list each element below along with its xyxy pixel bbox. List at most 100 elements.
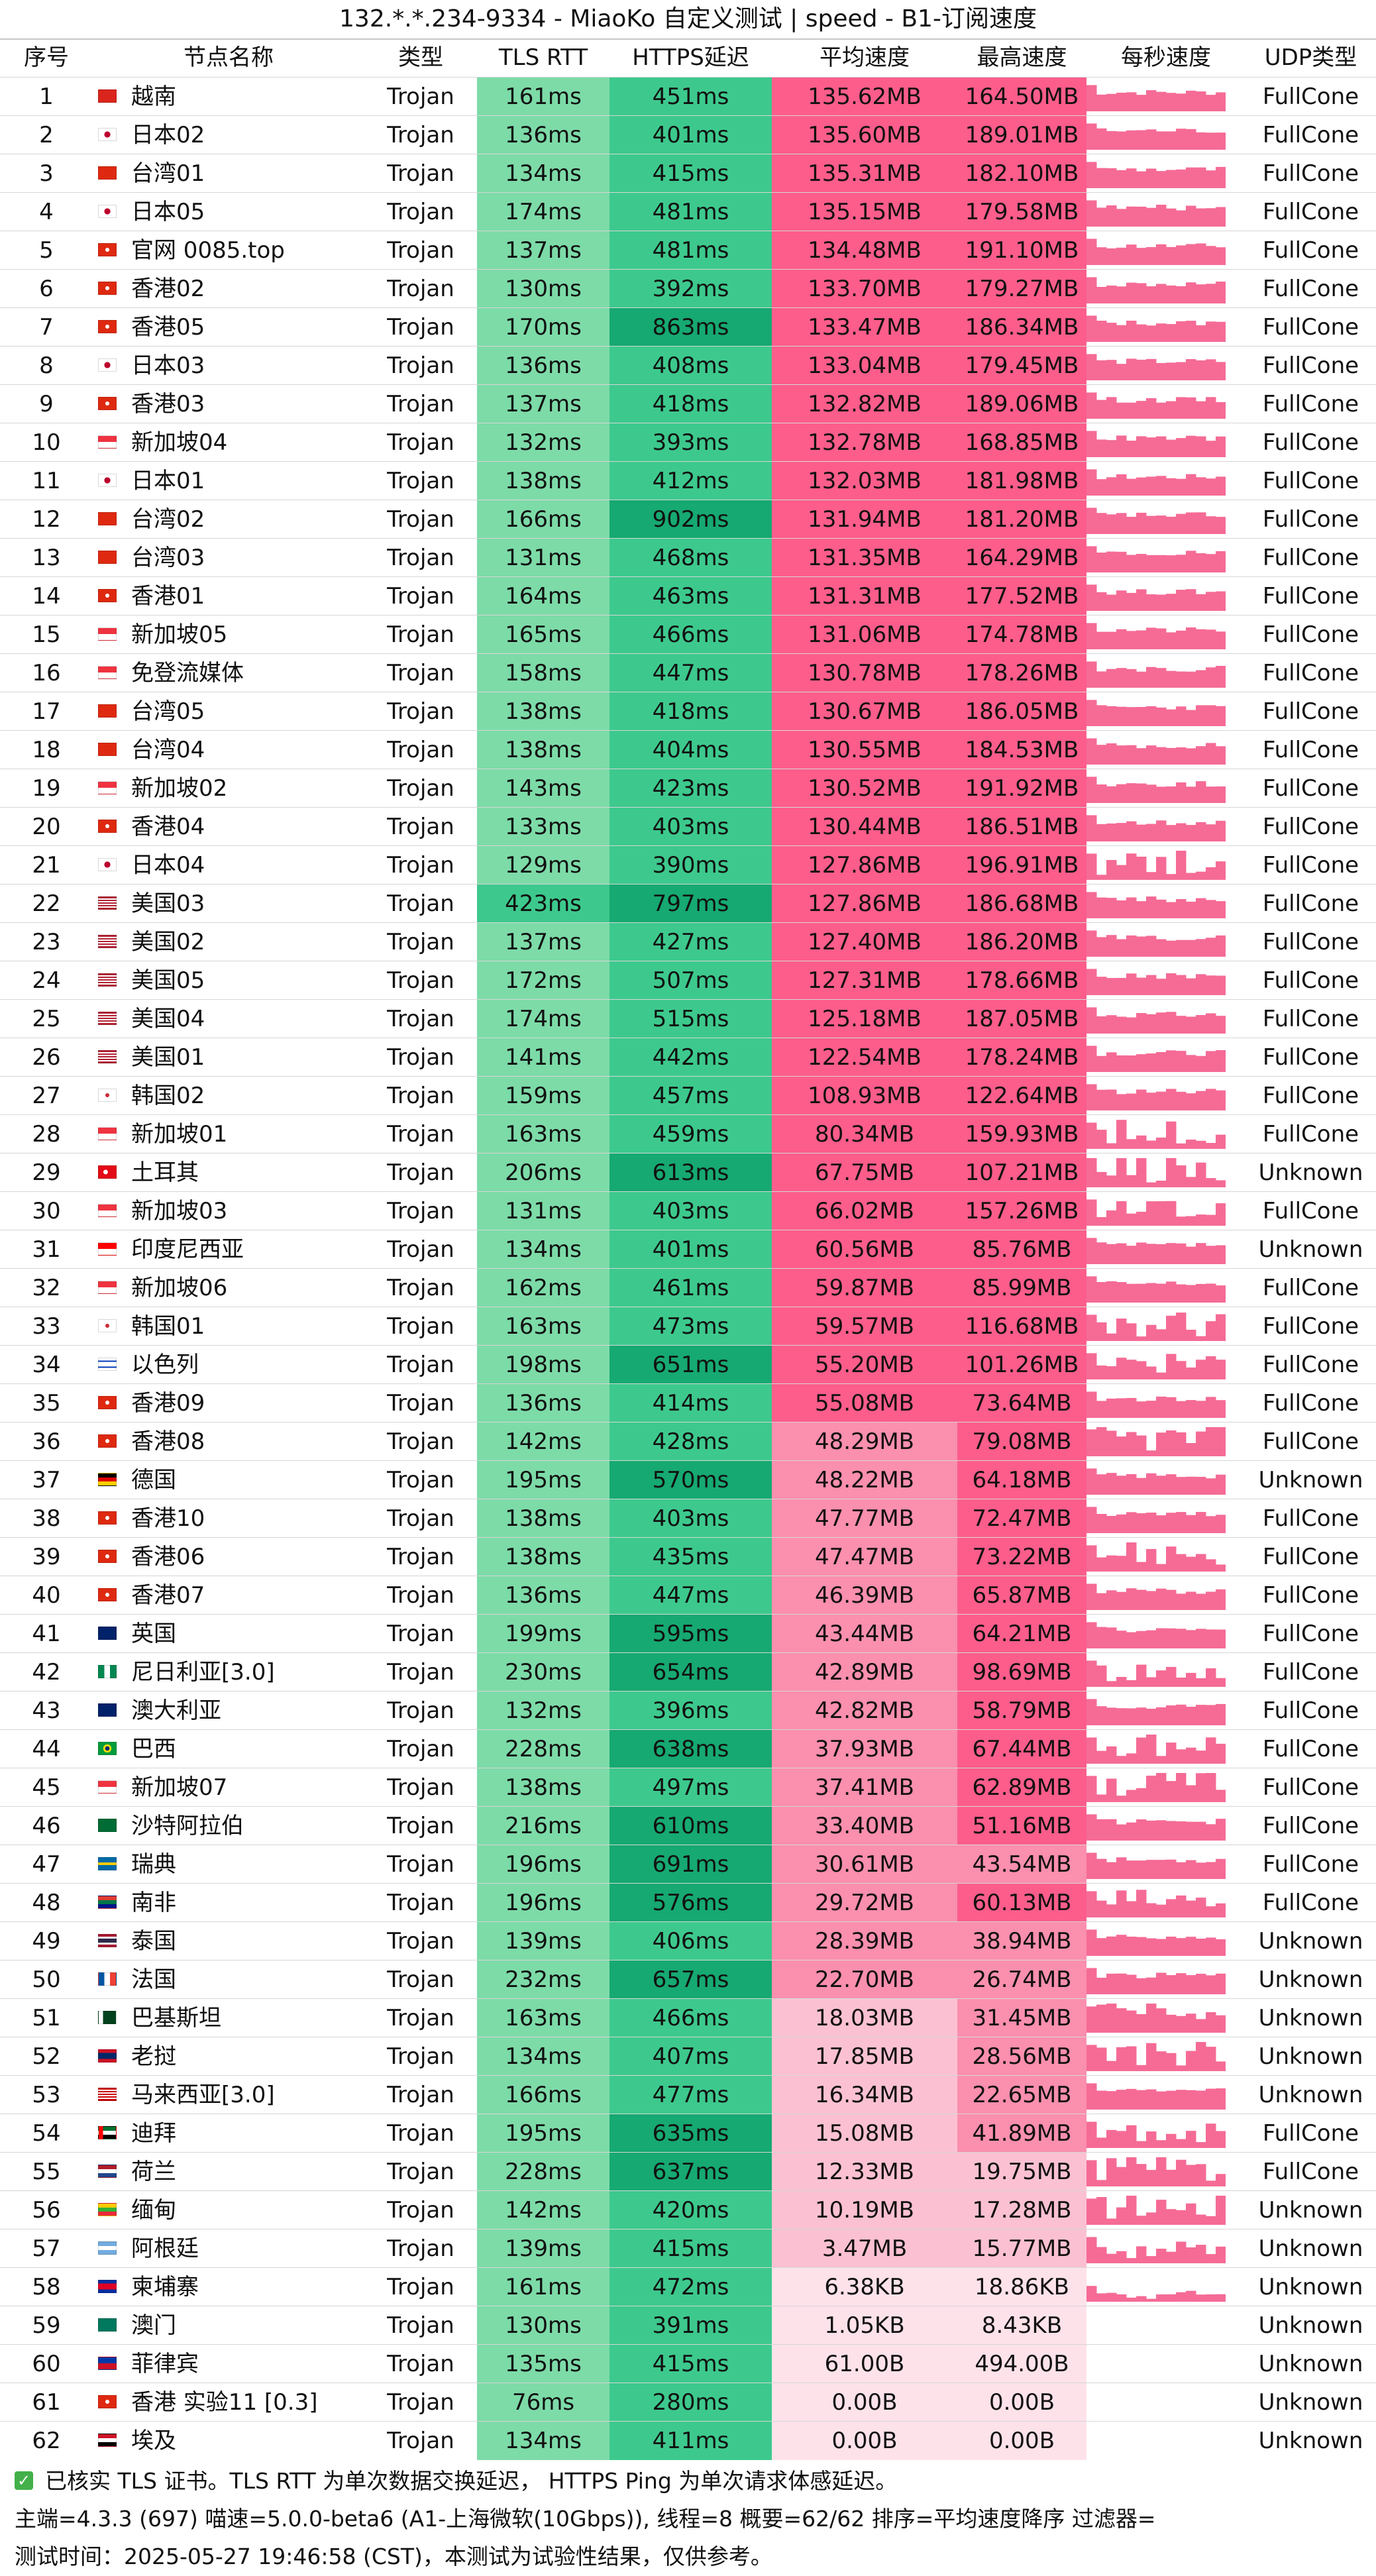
tls-rtt: 195ms xyxy=(477,1461,609,1499)
table-row[interactable]: 19 新加坡02 Trojan 143ms 423ms 130.52MB 191.92MB F… xyxy=(0,769,1376,808)
header-speed-per-second[interactable]: 每秒速度 xyxy=(1121,44,1211,71)
spark-bar xyxy=(1196,1360,1206,1379)
table-row[interactable]: 61 香港 实验11 [0.3] Trojan 76ms 280ms 0.00B 0.00B… xyxy=(0,2383,1376,2422)
node-name: 缅甸 xyxy=(131,2197,176,2224)
table-row[interactable]: 60 菲律宾 Trojan 135ms 415ms 61.00B 494.00B Unknow… xyxy=(0,2344,1376,2383)
table-row[interactable]: 57 阿根廷 Trojan 139ms 415ms 3.47MB 15.77MB Unknow… xyxy=(0,2229,1376,2268)
table-row[interactable]: 25 美国04 Trojan 174ms 515ms 125.18MB 187.05MB Fu… xyxy=(0,999,1376,1038)
table-row[interactable]: 3 台湾01 Trojan 134ms 415ms 135.31MB 182.10MB Ful… xyxy=(0,154,1376,193)
table-row[interactable]: 62 埃及 Trojan 134ms 411ms 0.00B 0.00B Unknown xyxy=(0,2421,1376,2460)
table-row[interactable]: 33 韩国01 Trojan 163ms 473ms 59.57MB 116.68MB Ful… xyxy=(0,1307,1376,1346)
table-row[interactable]: 26 美国01 Trojan 141ms 442ms 122.54MB 178.24MB Fu… xyxy=(0,1038,1376,1077)
table-row[interactable]: 53 马来西亚[3.0] Trojan 166ms 477ms 16.34MB 22.65M… xyxy=(0,2075,1376,2114)
table-row[interactable]: 13 台湾03 Trojan 131ms 468ms 131.35MB 164.29MB Fu… xyxy=(0,538,1376,577)
header-avg-speed[interactable]: 平均速度 xyxy=(820,44,910,71)
table-row[interactable]: 56 缅甸 Trojan 142ms 420ms 10.19MB 17.28MB Unknow… xyxy=(0,2190,1376,2229)
header-index[interactable]: 序号 xyxy=(24,44,69,71)
node-name-cell: 日本03 xyxy=(93,347,364,385)
table-row[interactable]: 58 柬埔寨 Trojan 161ms 472ms 6.38KB 18.86KB Unknow… xyxy=(0,2267,1376,2306)
table-row[interactable]: 31 印度尼西亚 Trojan 134ms 401ms 60.56MB 85.76MB Unk… xyxy=(0,1230,1376,1269)
tls-rtt: 159ms xyxy=(477,1077,609,1115)
table-row[interactable]: 4 日本05 Trojan 174ms 481ms 135.15MB 179.58MB Ful… xyxy=(0,192,1376,231)
proxy-type: Trojan xyxy=(387,314,454,341)
spark-bar xyxy=(1106,93,1117,111)
table-row[interactable]: 55 荷兰 Trojan 228ms 637ms 12.33MB 19.75MB FullCo… xyxy=(0,2152,1376,2191)
table-row[interactable]: 18 台湾04 Trojan 138ms 404ms 130.55MB 184.53MB Fu… xyxy=(0,730,1376,769)
table-row[interactable]: 34 以色列 Trojan 198ms 651ms 55.20MB 101.26MB Full… xyxy=(0,1345,1376,1384)
tls-rtt: 161ms xyxy=(477,78,609,116)
header-node-name[interactable]: 节点名称 xyxy=(184,44,274,71)
table-row[interactable]: 46 沙特阿拉伯 Trojan 216ms 610ms 33.40MB 51.16MB Ful… xyxy=(0,1806,1376,1845)
max-speed: 116.68MB xyxy=(957,1307,1086,1346)
table-row[interactable]: 11 日本01 Trojan 138ms 412ms 132.03MB 181.98MB Fu… xyxy=(0,461,1376,500)
spark-bar xyxy=(1216,820,1226,841)
table-row[interactable]: 36 香港08 Trojan 142ms 428ms 48.29MB 79.08MB Full… xyxy=(0,1422,1376,1461)
flag-jp-icon xyxy=(98,127,117,141)
table-row[interactable]: 22 美国03 Trojan 423ms 797ms 127.86MB 186.68MB Fu… xyxy=(0,884,1376,923)
table-row[interactable]: 48 南非 Trojan 196ms 576ms 29.72MB 60.13MB FullCo… xyxy=(0,1883,1376,1922)
table-row[interactable]: 54 迪拜 Trojan 195ms 635ms 15.08MB 41.89MB FullCo… xyxy=(0,2114,1376,2153)
spark-bar xyxy=(1196,2042,1206,2071)
spark-bar xyxy=(1176,1165,1187,1187)
header-tls-rtt[interactable]: TLS RTT xyxy=(498,44,588,71)
proxy-type: Trojan xyxy=(387,1582,454,1609)
table-row[interactable]: 8 日本03 Trojan 136ms 408ms 133.04MB 179.45MB Ful… xyxy=(0,346,1376,385)
header-https-latency[interactable]: HTTPS延迟 xyxy=(632,44,749,71)
spark-bar xyxy=(1156,402,1167,419)
spark-bar xyxy=(1126,1175,1137,1187)
header-udp-type[interactable]: UDP类型 xyxy=(1264,44,1357,71)
node-name-cell: 埃及 xyxy=(93,2422,364,2460)
spark-bar xyxy=(1086,777,1097,803)
table-row[interactable]: 23 美国02 Trojan 137ms 427ms 127.40MB 186.20MB Fu… xyxy=(0,922,1376,961)
table-row[interactable]: 20 香港04 Trojan 133ms 403ms 130.44MB 186.51MB Fu… xyxy=(0,807,1376,846)
flag-mm-icon xyxy=(98,2202,117,2216)
spark-bar xyxy=(1106,2004,1117,2033)
avg-speed: 133.47MB xyxy=(772,308,957,347)
table-row[interactable]: 45 新加坡07 Trojan 138ms 497ms 37.41MB 62.89MB Ful… xyxy=(0,1768,1376,1807)
table-row[interactable]: 47 瑞典 Trojan 196ms 691ms 30.61MB 43.54MB FullCo… xyxy=(0,1845,1376,1884)
table-row[interactable]: 51 巴基斯坦 Trojan 163ms 466ms 18.03MB 31.45MB Unkn… xyxy=(0,1998,1376,2037)
table-row[interactable]: 2 日本02 Trojan 136ms 401ms 135.60MB 189.01MB Ful… xyxy=(0,115,1376,154)
spark-bar xyxy=(1146,1473,1157,1495)
row-index: 4 xyxy=(39,199,54,225)
table-row[interactable]: 43 澳大利亚 Trojan 132ms 396ms 42.82MB 58.79MB Full… xyxy=(0,1691,1376,1730)
table-row[interactable]: 40 香港07 Trojan 136ms 447ms 46.39MB 65.87MB Full… xyxy=(0,1576,1376,1615)
table-row[interactable]: 5 官网 0085.top Trojan 137ms 481ms 134.48MB 191.… xyxy=(0,231,1376,270)
table-row[interactable]: 16 免登流媒体 Trojan 158ms 447ms 130.78MB 178.26MB F… xyxy=(0,653,1376,692)
spark-bar xyxy=(1096,1217,1107,1226)
table-row[interactable]: 21 日本04 Trojan 129ms 390ms 127.86MB 196.91MB Fu… xyxy=(0,845,1376,885)
table-row[interactable]: 29 土耳其 Trojan 206ms 613ms 67.75MB 107.21MB Unkn… xyxy=(0,1153,1376,1192)
header-max-speed[interactable]: 最高速度 xyxy=(977,44,1067,71)
table-row[interactable]: 24 美国05 Trojan 172ms 507ms 127.31MB 178.66MB Fu… xyxy=(0,961,1376,1000)
spark-bar xyxy=(1166,1243,1177,1264)
table-row[interactable]: 39 香港06 Trojan 138ms 435ms 47.47MB 73.22MB Full… xyxy=(0,1537,1376,1576)
table-row[interactable]: 7 香港05 Trojan 170ms 863ms 133.47MB 186.34MB Ful… xyxy=(0,307,1376,347)
table-row[interactable]: 37 德国 Trojan 195ms 570ms 48.22MB 64.18MB Unknow… xyxy=(0,1460,1376,1499)
table-row[interactable]: 38 香港10 Trojan 138ms 403ms 47.77MB 72.47MB Full… xyxy=(0,1499,1376,1538)
table-row[interactable]: 35 香港09 Trojan 136ms 414ms 55.08MB 73.64MB Full… xyxy=(0,1383,1376,1422)
table-row[interactable]: 52 老挝 Trojan 134ms 407ms 17.85MB 28.56MB Unknow… xyxy=(0,2037,1376,2076)
table-row[interactable]: 28 新加坡01 Trojan 163ms 459ms 80.34MB 159.93MB Fu… xyxy=(0,1114,1376,1154)
table-row[interactable]: 41 英国 Trojan 199ms 595ms 43.44MB 64.21MB FullCo… xyxy=(0,1614,1376,1653)
table-row[interactable]: 15 新加坡05 Trojan 165ms 466ms 131.06MB 174.78MB F… xyxy=(0,615,1376,654)
table-row[interactable]: 32 新加坡06 Trojan 162ms 461ms 59.87MB 85.99MB Ful… xyxy=(0,1268,1376,1307)
table-row[interactable]: 6 香港02 Trojan 130ms 392ms 133.70MB 179.27MB Ful… xyxy=(0,269,1376,308)
table-row[interactable]: 9 香港03 Trojan 137ms 418ms 132.82MB 189.06MB Ful… xyxy=(0,384,1376,423)
node-name: 香港 实验11 [0.3] xyxy=(131,2389,318,2416)
table-row[interactable]: 59 澳门 Trojan 130ms 391ms 1.05KB 8.43KB Unknown xyxy=(0,2306,1376,2345)
table-row[interactable]: 42 尼日利亚[3.0] Trojan 230ms 654ms 42.89MB 98.69M… xyxy=(0,1652,1376,1691)
udp-type: FullCone xyxy=(1262,1428,1359,1455)
table-row[interactable]: 30 新加坡03 Trojan 131ms 403ms 66.02MB 157.26MB Fu… xyxy=(0,1191,1376,1230)
table-row[interactable]: 10 新加坡04 Trojan 132ms 393ms 132.78MB 168.85MB F… xyxy=(0,423,1376,462)
table-row[interactable]: 49 泰国 Trojan 139ms 406ms 28.39MB 38.94MB Unknow… xyxy=(0,1921,1376,1960)
table-row[interactable]: 17 台湾05 Trojan 138ms 418ms 130.67MB 186.05MB Fu… xyxy=(0,692,1376,731)
table-row[interactable]: 44 巴西 Trojan 228ms 638ms 37.93MB 67.44MB FullCo… xyxy=(0,1729,1376,1768)
table-row[interactable]: 27 韩国02 Trojan 159ms 457ms 108.93MB 122.64MB Fu… xyxy=(0,1076,1376,1115)
https-latency: 401ms xyxy=(609,116,772,154)
table-row[interactable]: 14 香港01 Trojan 164ms 463ms 131.31MB 177.52MB Fu… xyxy=(0,576,1376,616)
header-type[interactable]: 类型 xyxy=(398,44,443,71)
flag-la-icon xyxy=(98,2049,117,2063)
table-row[interactable]: 1 越南 Trojan 161ms 451ms 135.62MB 164.50MB FullC… xyxy=(0,77,1376,116)
table-row[interactable]: 50 法国 Trojan 232ms 657ms 22.70MB 26.74MB Unknow… xyxy=(0,1960,1376,1999)
table-row[interactable]: 12 台湾02 Trojan 166ms 902ms 131.94MB 181.20MB Fu… xyxy=(0,500,1376,539)
